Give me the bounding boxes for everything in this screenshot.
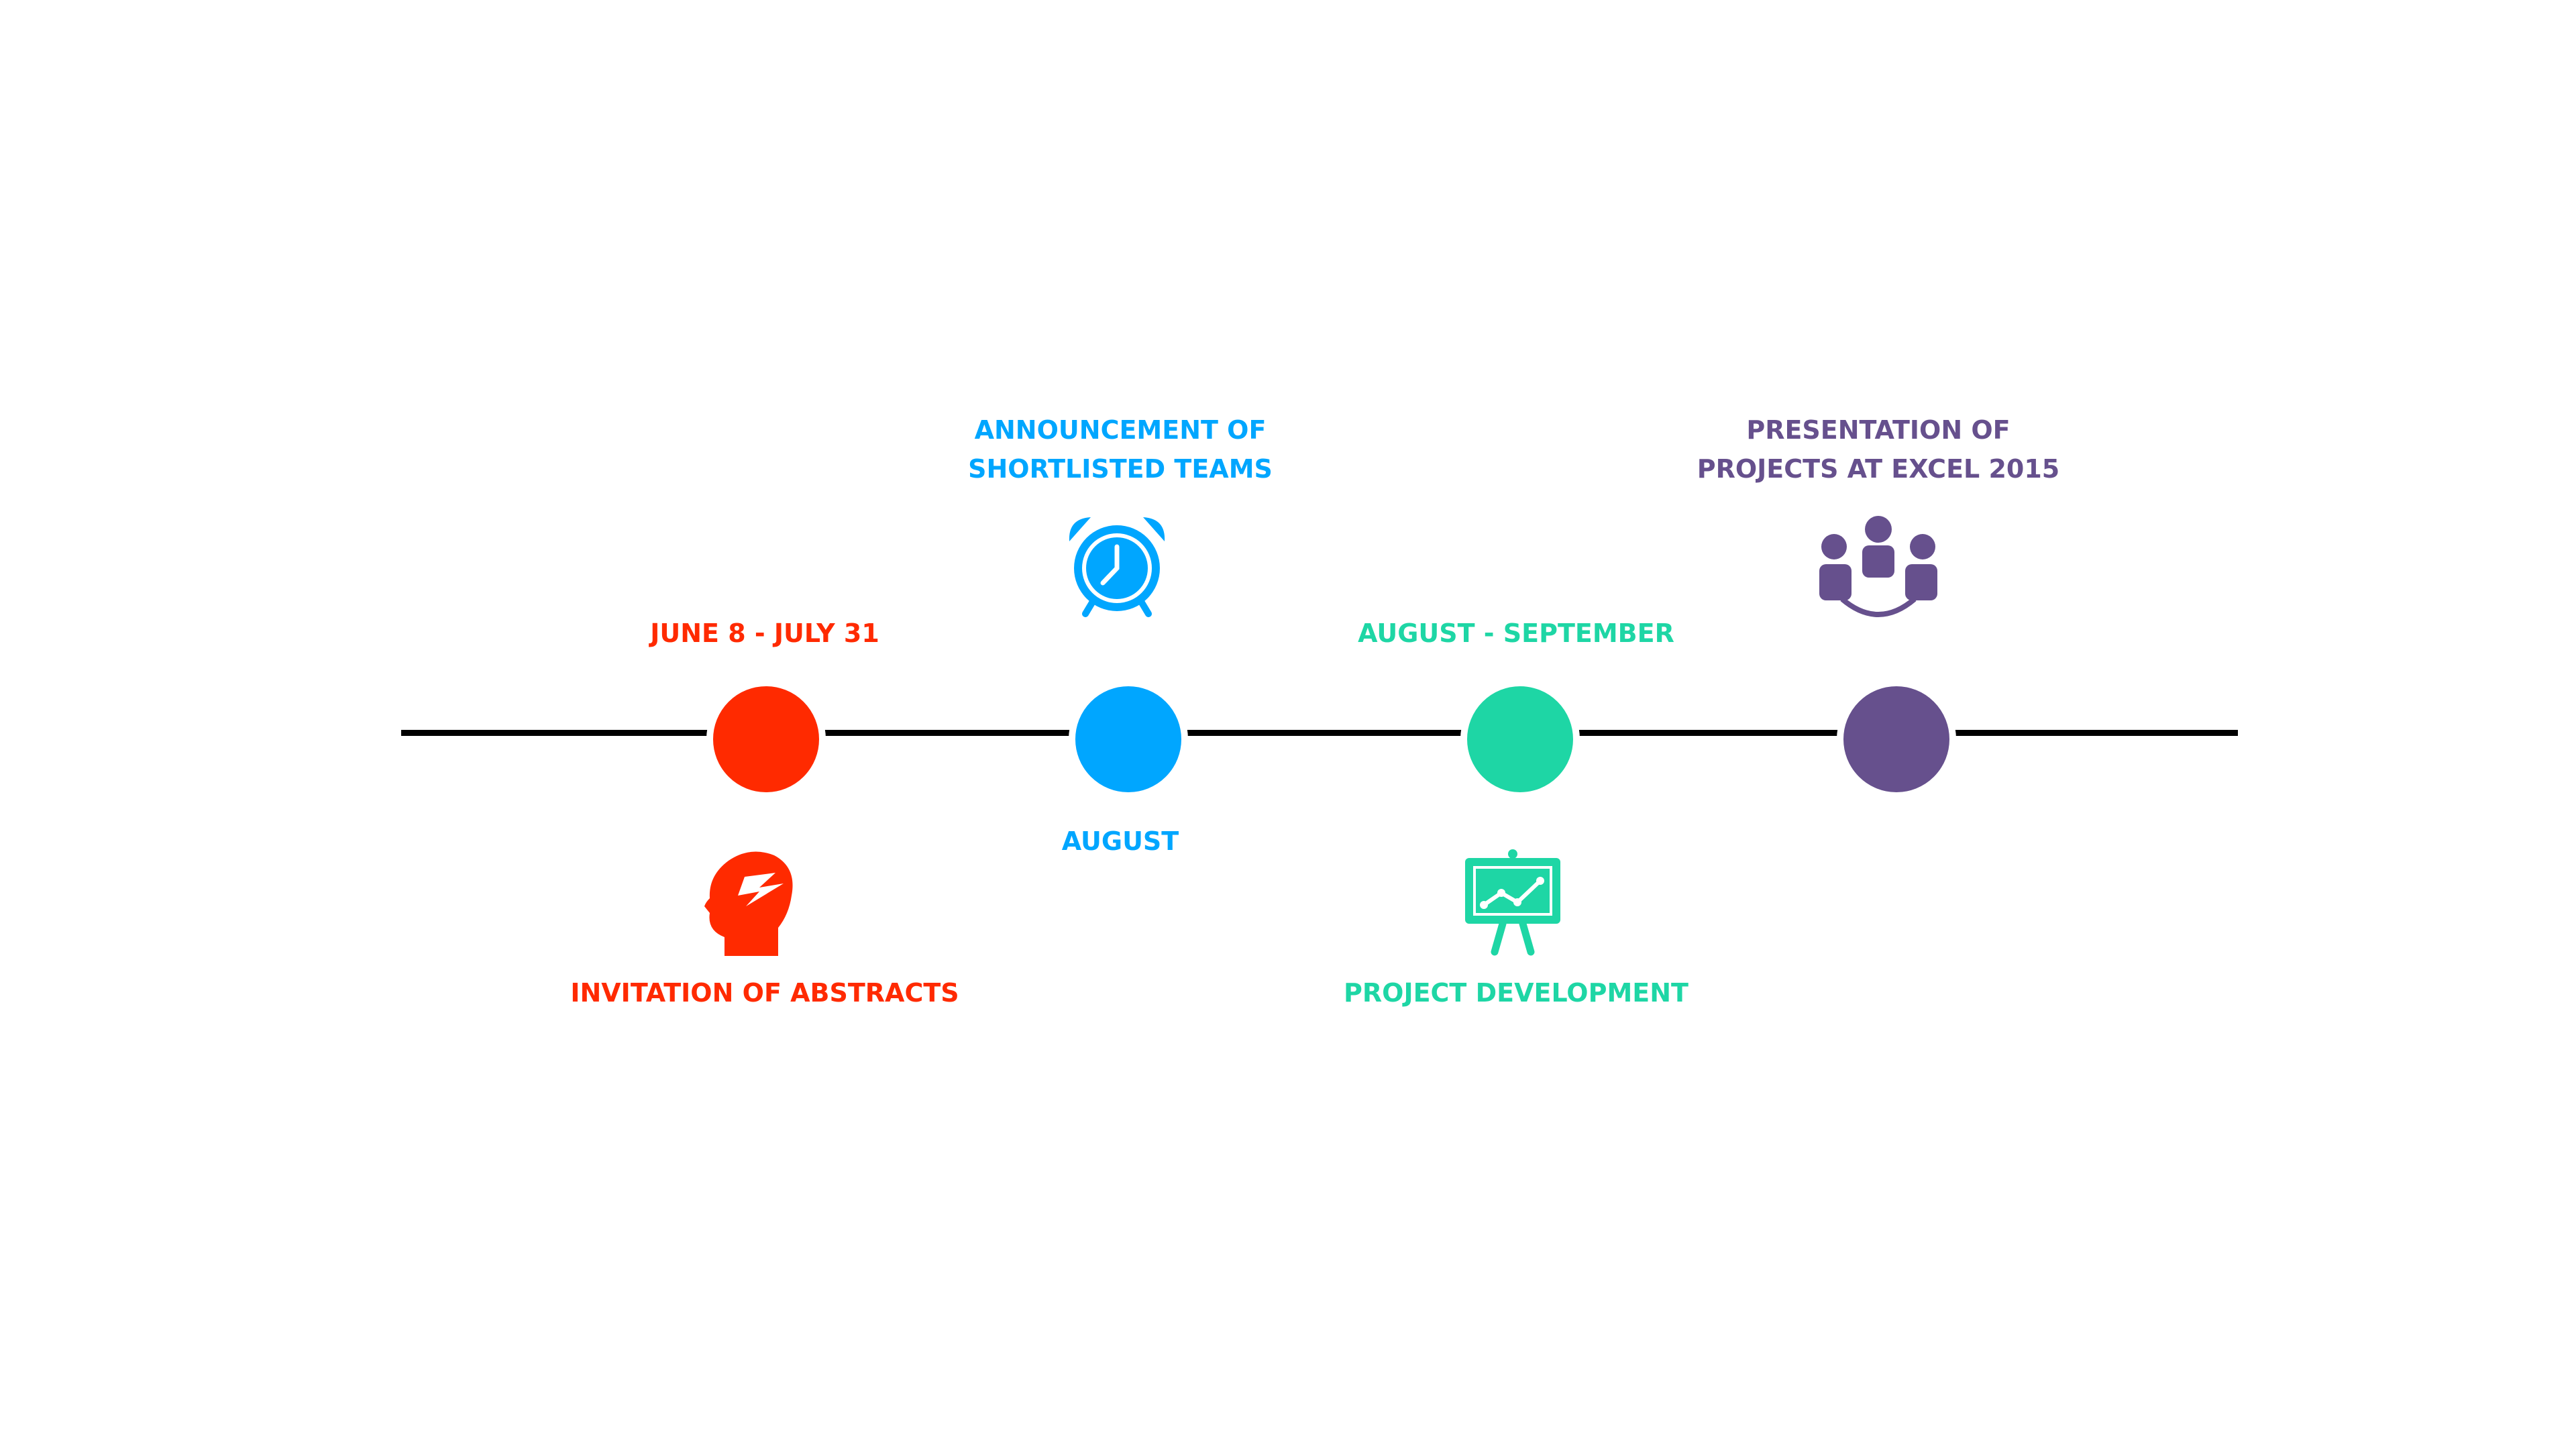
head-lightning-icon — [703, 849, 797, 956]
milestone-date-announcement: AUGUST — [1061, 826, 1179, 856]
milestone-node-development — [1460, 680, 1580, 799]
milestone-node-presentation — [1837, 680, 1956, 799]
alarm-clock-icon — [1067, 513, 1167, 621]
timeline-line — [401, 730, 2238, 736]
milestone-node-announcement — [1069, 680, 1188, 799]
milestone-title-presentation-line2: PROJECTS AT EXCEL 2015 — [1697, 454, 2060, 484]
milestone-node-invitation — [706, 680, 826, 799]
milestone-date-invitation: JUNE 8 - JULY 31 — [650, 619, 879, 648]
milestone-title-announcement-line2: SHORTLISTED TEAMS — [968, 454, 1273, 484]
milestone-title-presentation-line1: PRESENTATION OF — [1746, 415, 2010, 445]
milestone-title-development: PROJECT DEVELOPMENT — [1344, 978, 1688, 1008]
milestone-title-invitation: INVITATION OF ABSTRACTS — [570, 978, 959, 1008]
milestone-title-announcement-line1: ANNOUNCEMENT OF — [974, 415, 1267, 445]
presentation-board-icon — [1462, 849, 1563, 956]
milestone-date-development: AUGUST - SEPTEMBER — [1358, 619, 1674, 648]
team-meeting-icon — [1818, 513, 1939, 621]
